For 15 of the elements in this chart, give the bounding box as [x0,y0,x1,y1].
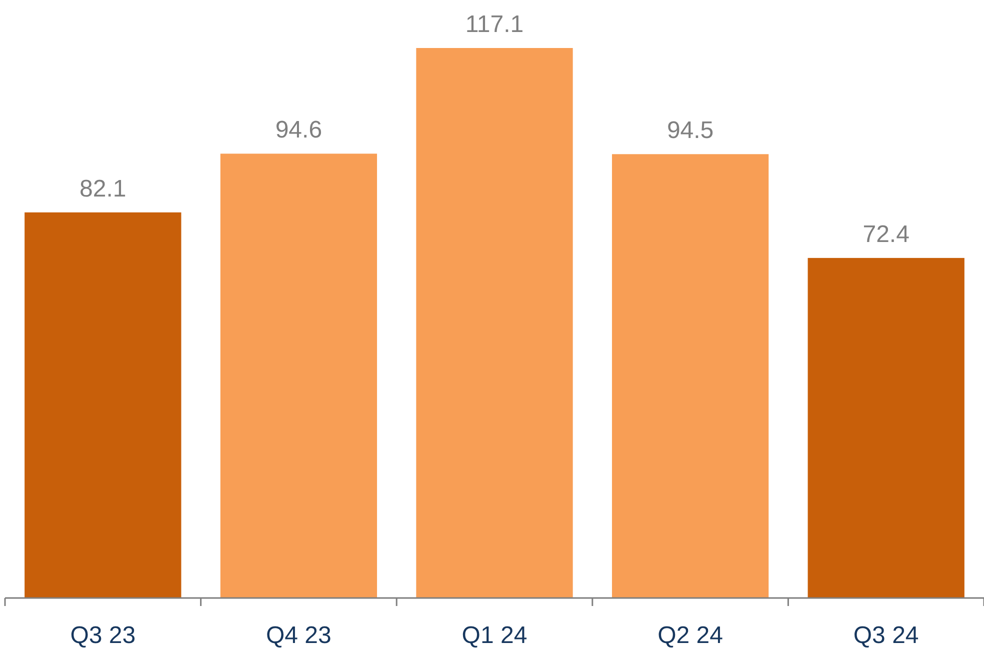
bar [24,212,182,598]
data-label: 94.5 [666,117,714,144]
bar [808,258,964,598]
bar [416,48,573,598]
x-tick-label: Q3 24 [853,622,919,649]
bar [220,154,378,598]
data-label: 94.6 [275,116,322,144]
x-tick-label: Q3 23 [70,622,136,649]
data-label: 72.4 [862,220,910,248]
x-tick-label: Q4 23 [266,622,332,649]
data-label: 82.1 [80,175,126,202]
bar [612,154,769,598]
data-label: 117.1 [465,11,524,38]
x-tick-label: Q1 24 [462,622,528,649]
x-tick-label: Q2 24 [658,622,723,649]
